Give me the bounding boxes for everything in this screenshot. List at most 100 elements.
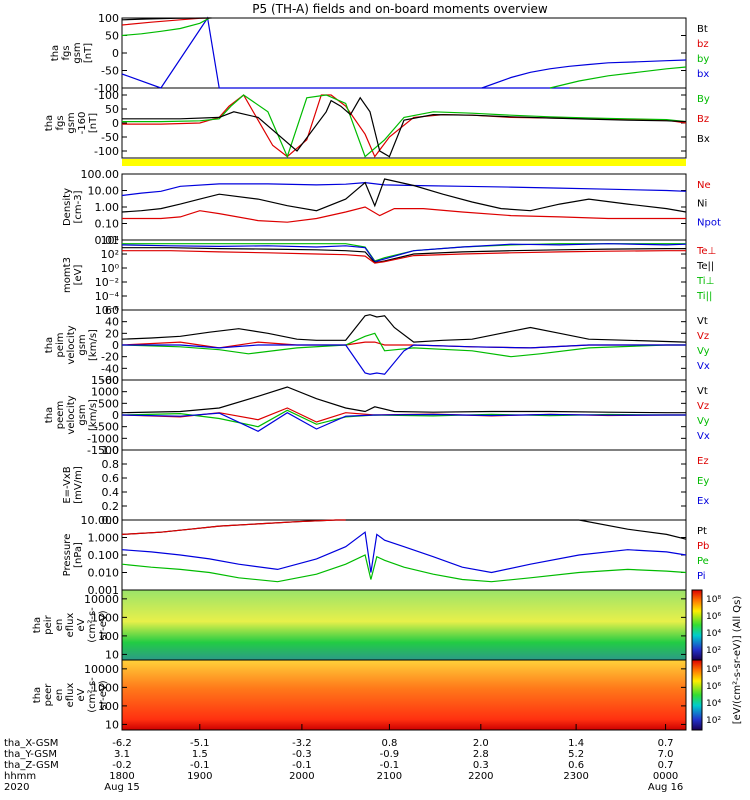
y-tick-label: 10⁻² bbox=[95, 276, 119, 289]
x-tick-label: 0000 bbox=[653, 771, 678, 782]
y-tick-label: -40 bbox=[101, 362, 119, 375]
series-fgs-gsm-rot-Bz bbox=[122, 94, 687, 158]
legend-label: by bbox=[697, 54, 709, 65]
y-axis-label: Pressure bbox=[62, 534, 73, 577]
legend-label: Bz bbox=[697, 114, 709, 125]
y-tick-label: 0 bbox=[112, 409, 119, 422]
legend-label: Vt bbox=[697, 316, 708, 327]
y-tick-label: 1500 bbox=[91, 374, 119, 387]
panel-frame bbox=[121, 519, 687, 591]
series-fgs-gsm-rot-Bx bbox=[122, 96, 687, 158]
x-tick-label: Aug 15 bbox=[104, 782, 139, 793]
x-tick-label: 0.8 bbox=[381, 738, 397, 749]
y-tick-label: 0.6 bbox=[102, 472, 120, 485]
legend-label: Vt bbox=[697, 386, 708, 397]
x-tick-label: -5.1 bbox=[190, 738, 210, 749]
series-peem-velocity-Vt bbox=[121, 386, 686, 414]
legend-label: bx bbox=[697, 69, 709, 80]
y-tick-label: 60 bbox=[105, 304, 119, 317]
colorbar-label: [eV/(cm²-s-sr-eV)] (All Qs) bbox=[732, 596, 743, 725]
y-tick-label: 0.100 bbox=[88, 549, 120, 562]
y-tick-label: -1500 bbox=[87, 444, 119, 457]
y-axis-label: en bbox=[54, 689, 65, 702]
y-axis-label: fgs bbox=[61, 45, 72, 60]
y-axis-label: tha bbox=[44, 337, 55, 353]
x-tick-label: -0.1 bbox=[380, 760, 400, 771]
y-axis-label: tha bbox=[44, 115, 55, 131]
series-fgs-gsm-by-recovery bbox=[549, 66, 687, 89]
x-tick-label: -0.1 bbox=[292, 760, 312, 771]
y-tick-label: 50 bbox=[105, 30, 119, 43]
y-tick-label: 10.000 bbox=[81, 514, 120, 527]
y-axis-label: [mV/m] bbox=[73, 466, 84, 504]
legend-label: By bbox=[697, 94, 710, 105]
legend-label: Bt bbox=[697, 24, 708, 35]
y-tick-label: 100 bbox=[98, 89, 119, 102]
y-tick-label: 100 bbox=[98, 630, 119, 643]
x-tick-label: 1900 bbox=[187, 771, 212, 782]
y-axis-label: [km/s] bbox=[88, 399, 99, 431]
series-density-Ni bbox=[121, 178, 687, 213]
legend-label: Bx bbox=[697, 134, 710, 145]
y-axis-label: peem bbox=[55, 401, 66, 429]
y-axis-label: peer bbox=[43, 683, 54, 707]
y-axis-label: (cm²-s- bbox=[87, 607, 98, 643]
y-tick-label: 10000 bbox=[84, 593, 119, 606]
legend-label: Vz bbox=[697, 401, 709, 412]
legend-label: Pt bbox=[697, 526, 707, 537]
x-tick-label: 3.1 bbox=[114, 749, 130, 760]
x-tick-label: 2300 bbox=[563, 771, 588, 782]
colorbar-tick-label: 10⁶ bbox=[706, 612, 721, 622]
y-axis-label: velocity bbox=[66, 395, 77, 434]
y-axis-label: [nT] bbox=[83, 43, 94, 63]
y-tick-label: 50 bbox=[105, 103, 119, 116]
panel-density: 100.00 10.00 1.00 0.10 0.01 Density [cm-3] Ne Ni… bbox=[62, 168, 721, 247]
y-tick-label: 0.001 bbox=[88, 584, 120, 597]
y-axis-label: tha bbox=[50, 45, 61, 61]
legend-label: bz bbox=[697, 39, 709, 50]
series-pressure-Pe bbox=[121, 554, 687, 583]
yellow-bar bbox=[122, 159, 686, 166]
panel-frame bbox=[121, 449, 687, 521]
legend-label: Npot bbox=[697, 217, 721, 228]
series-temperature-Ti⊥ bbox=[121, 243, 687, 263]
x-axis-row-label: tha_Y-GSM bbox=[4, 749, 57, 760]
y-tick-label: 1.0 bbox=[102, 444, 120, 457]
legend-label: Pi bbox=[697, 571, 706, 582]
y-tick-label: 100 bbox=[98, 12, 119, 25]
y-tick-label: -100 bbox=[94, 145, 119, 158]
y-axis-label: gsm bbox=[77, 334, 88, 355]
y-axis-label: eV bbox=[76, 688, 87, 701]
y-axis-label: [nT] bbox=[88, 113, 99, 133]
y-tick-label: 10⁴ bbox=[101, 234, 120, 247]
x-tick-label: 0.3 bbox=[473, 760, 489, 771]
series-temperature-Te|| bbox=[122, 247, 686, 264]
y-axis-label: sr-eV) bbox=[98, 610, 109, 639]
legend-label: Vx bbox=[697, 431, 710, 442]
y-tick-label: 1.00 bbox=[95, 201, 120, 214]
legend-label: Pe bbox=[697, 556, 709, 567]
y-axis-label: momt3 bbox=[62, 257, 73, 293]
x-axis-row-label: 2020 bbox=[4, 782, 29, 793]
colorbar-tick-label: 10² bbox=[706, 646, 721, 656]
y-tick-label: 10 bbox=[105, 718, 119, 731]
y-axis-label: gsm bbox=[72, 42, 83, 63]
series-fgs-gsm-rot-By bbox=[122, 94, 687, 159]
panel-fgs-gsm: 100 50 0 -50 -100 tha fgs gsm [nT] Bt bz by bx bbox=[50, 12, 709, 95]
y-axis-label: tha bbox=[32, 687, 43, 703]
x-tick-label: -0.3 bbox=[292, 749, 312, 760]
y-tick-label: 10² bbox=[101, 248, 119, 261]
y-tick-label: 1000 bbox=[91, 611, 119, 624]
legend-label: Vy bbox=[697, 416, 710, 427]
series-peem-velocity-Vx bbox=[121, 412, 686, 432]
y-tick-label: 1000 bbox=[91, 681, 119, 694]
y-tick-label: 0 bbox=[112, 339, 119, 352]
y-axis-label: tha bbox=[44, 407, 55, 423]
y-axis-label: [cm-3] bbox=[73, 190, 84, 223]
y-axis-label: eflux bbox=[65, 613, 76, 638]
y-tick-label: 0.10 bbox=[95, 218, 120, 231]
legend-label: Ti⊥ bbox=[696, 276, 714, 287]
